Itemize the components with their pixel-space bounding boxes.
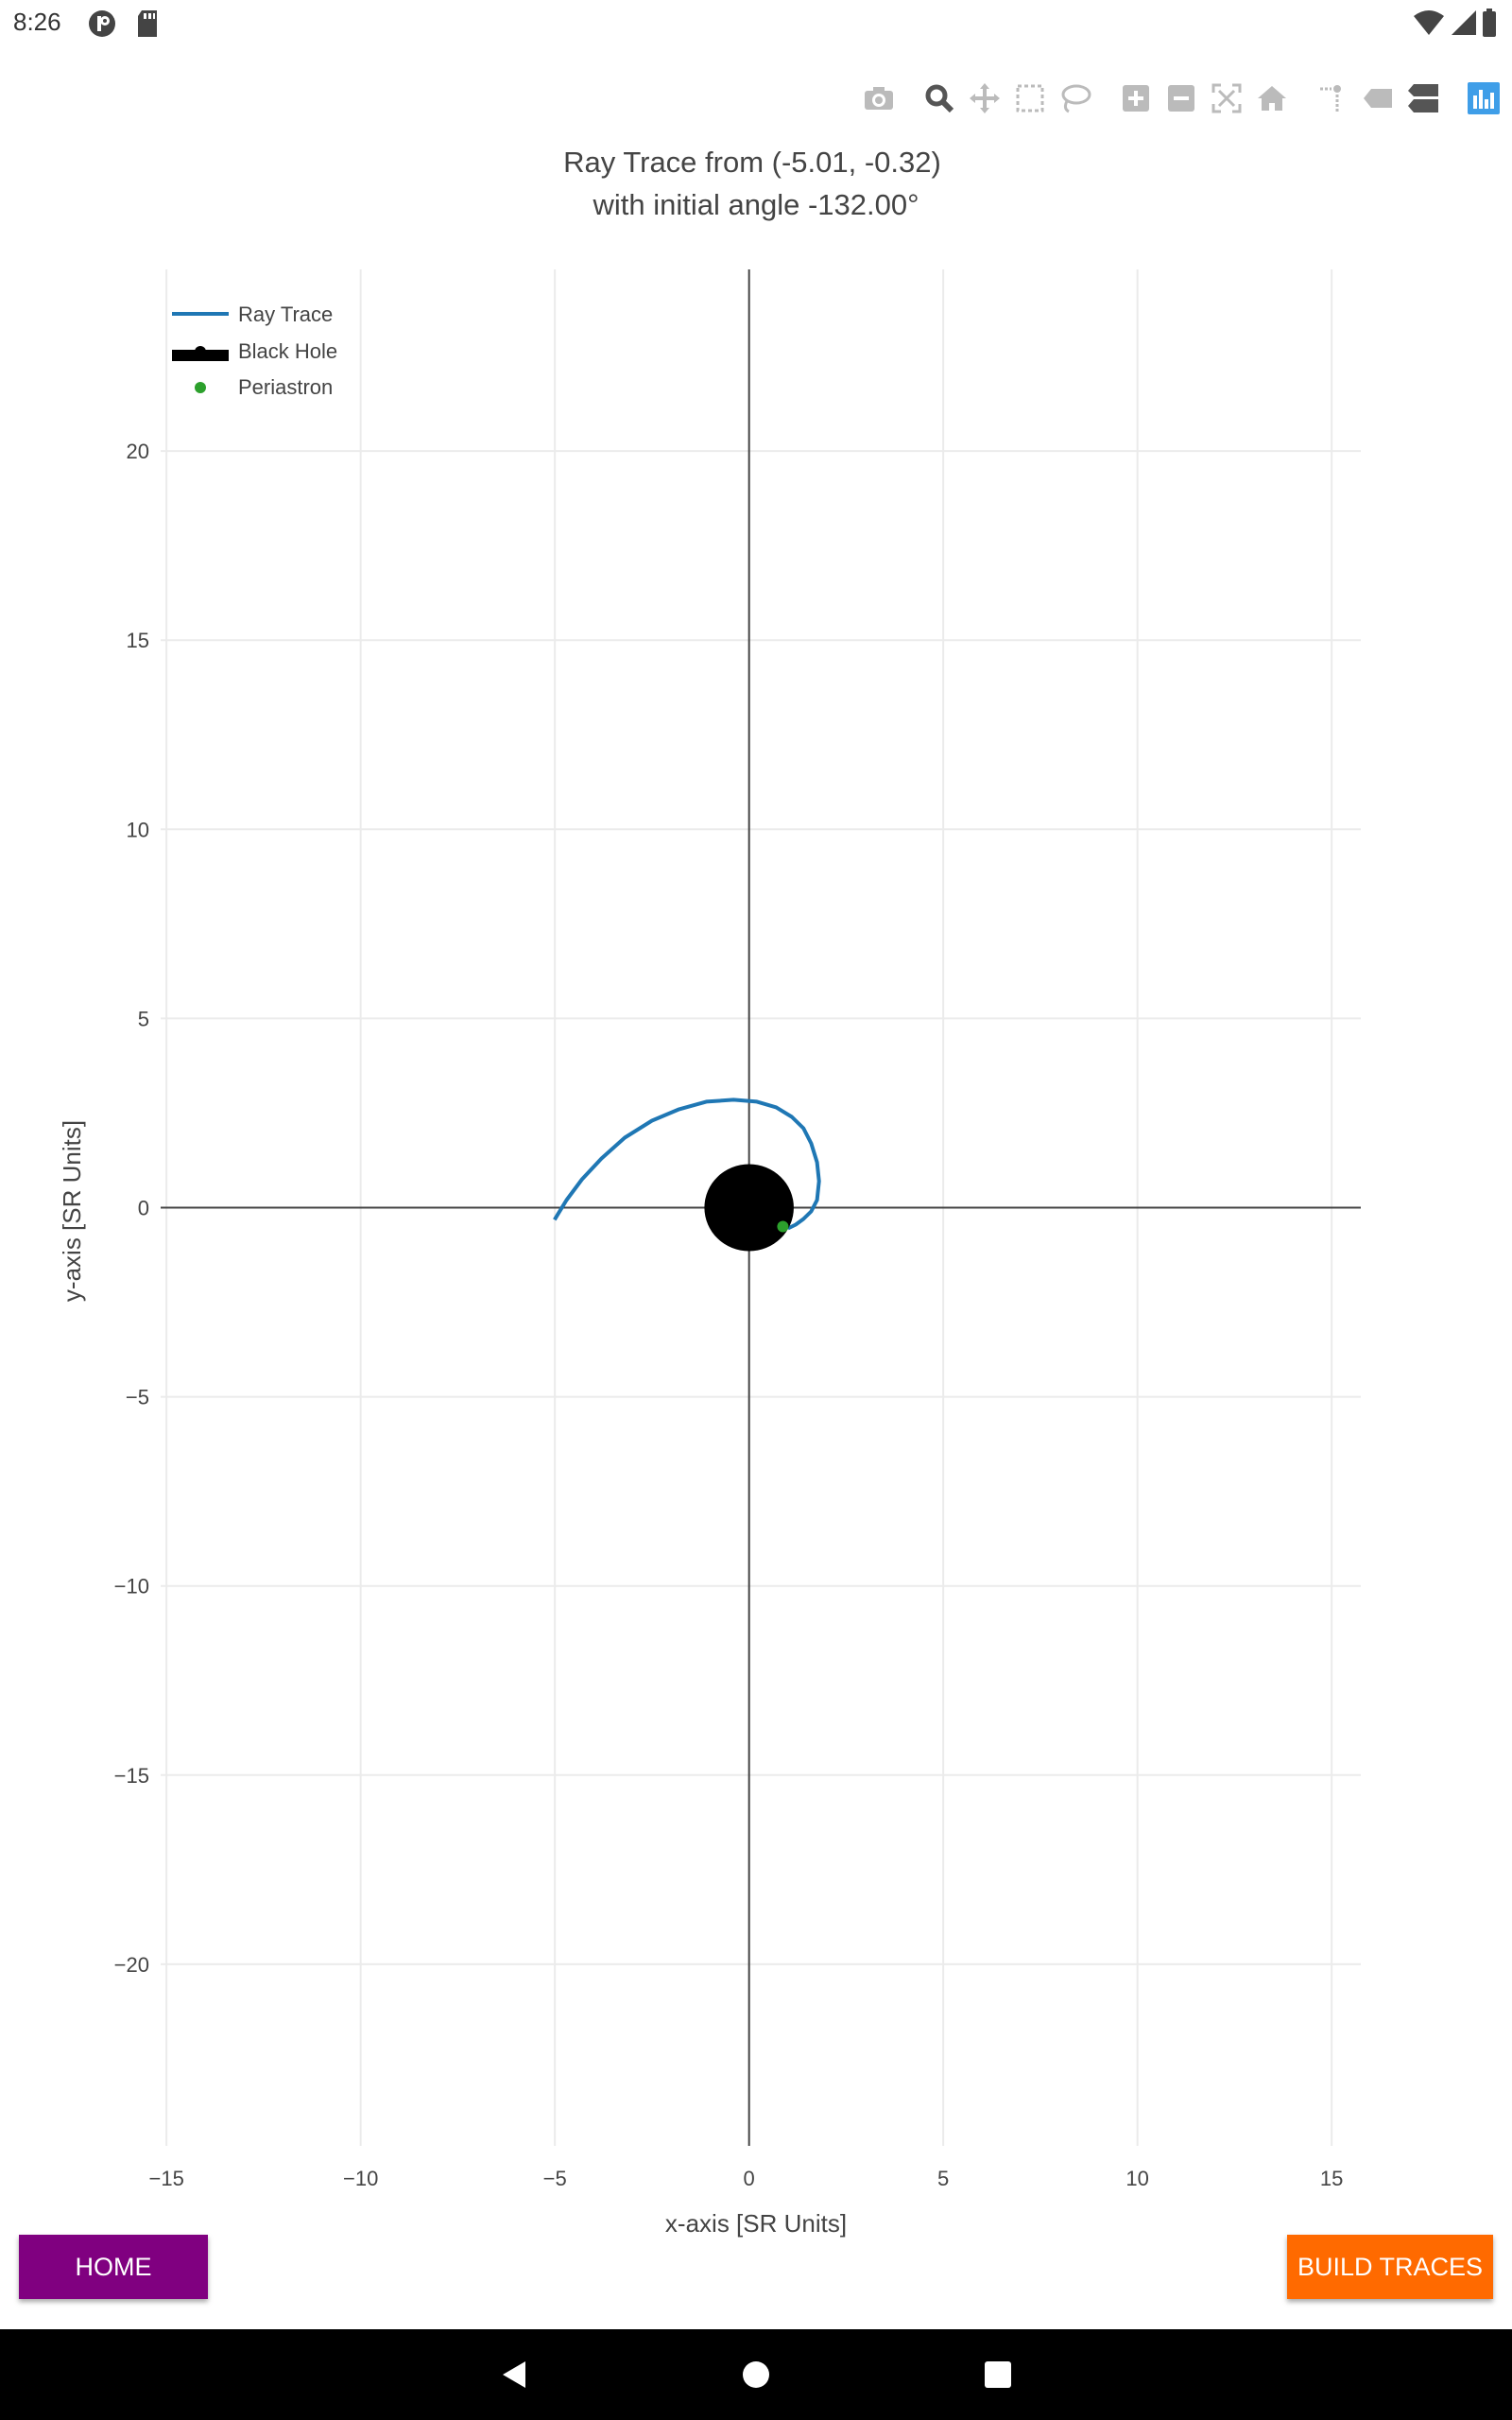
back-icon[interactable] <box>469 2329 559 2420</box>
status-time: 8:26 <box>13 8 61 36</box>
build-traces-button[interactable]: BUILD TRACES <box>1287 2235 1493 2299</box>
x-tick-label: −10 <box>343 2167 378 2190</box>
y-tick-label: 5 <box>138 1007 149 1030</box>
y-tick-label: −15 <box>114 1764 149 1788</box>
cell-signal-icon <box>1450 9 1478 42</box>
plotly-logo-icon[interactable] <box>1467 81 1501 115</box>
hover-compare-icon[interactable] <box>1406 81 1440 115</box>
sd-card-icon <box>134 9 161 43</box>
plot-area[interactable] <box>553 1098 821 1252</box>
zoom-icon[interactable] <box>922 81 956 115</box>
pan-icon[interactable] <box>968 81 1002 115</box>
legend-black-hole-label: Black Hole <box>238 339 337 363</box>
recents-icon[interactable] <box>953 2329 1043 2420</box>
battery-icon <box>1482 9 1497 42</box>
x-axis-title: x-axis [SR Units] <box>665 2209 847 2238</box>
status-bar: 8:26 <box>0 0 1512 47</box>
chart-subtitle: with initial angle -132.00° <box>593 188 919 221</box>
camera-icon[interactable] <box>862 81 896 115</box>
navigation-bar <box>0 2329 1512 2420</box>
legend[interactable]: Ray Trace Black Hole Periastron <box>172 302 337 399</box>
black-hole-marker[interactable] <box>704 1164 794 1252</box>
ray-trace-line[interactable] <box>553 1098 821 1231</box>
legend-ray-trace-label: Ray Trace <box>238 302 333 326</box>
home-button[interactable]: HOME <box>19 2235 208 2299</box>
wifi-icon <box>1412 9 1446 42</box>
hover-closest-icon[interactable] <box>1361 81 1395 115</box>
notification-app-icon <box>87 9 117 43</box>
x-tick-label: −5 <box>543 2167 567 2190</box>
legend-periastron-label: Periastron <box>238 375 333 399</box>
x-tick-labels: −15 −10 −5 0 5 10 15 <box>149 2167 1344 2190</box>
y-tick-label: 10 <box>127 818 149 841</box>
home-nav-icon[interactable] <box>711 2329 801 2420</box>
chart-toolbar <box>0 81 1512 123</box>
y-tick-label: −10 <box>114 1575 149 1599</box>
x-tick-label: −15 <box>149 2167 184 2190</box>
box-select-icon[interactable] <box>1013 81 1047 115</box>
ray-trace-chart: Ray Trace from (-5.01, -0.32) with initi… <box>58 146 1361 2238</box>
y-tick-label: −5 <box>126 1386 149 1409</box>
chart-title: Ray Trace from (-5.01, -0.32) <box>563 146 941 179</box>
y-tick-label: 0 <box>138 1197 149 1220</box>
x-tick-label: 10 <box>1125 2167 1148 2190</box>
x-tick-label: 0 <box>744 2167 755 2190</box>
y-tick-label: 15 <box>127 629 149 652</box>
spike-lines-icon[interactable] <box>1315 81 1349 115</box>
legend-black-hole-marker <box>195 346 206 357</box>
y-tick-labels: 20 15 10 5 0 −5 −10 −15 −20 <box>114 440 149 1977</box>
y-tick-label: 20 <box>127 440 149 463</box>
periastron-marker[interactable] <box>777 1220 789 1233</box>
y-tick-label: −20 <box>114 1953 149 1977</box>
lasso-select-icon[interactable] <box>1058 81 1092 115</box>
x-tick-label: 15 <box>1320 2167 1343 2190</box>
zoom-out-icon[interactable] <box>1164 81 1198 115</box>
zoom-in-icon[interactable] <box>1119 81 1153 115</box>
x-tick-label: 5 <box>937 2167 949 2190</box>
reset-axes-icon[interactable] <box>1255 81 1289 115</box>
autoscale-icon[interactable] <box>1210 81 1244 115</box>
legend-periastron-swatch <box>195 382 206 393</box>
y-axis-title: y-axis [SR Units] <box>58 1120 86 1302</box>
